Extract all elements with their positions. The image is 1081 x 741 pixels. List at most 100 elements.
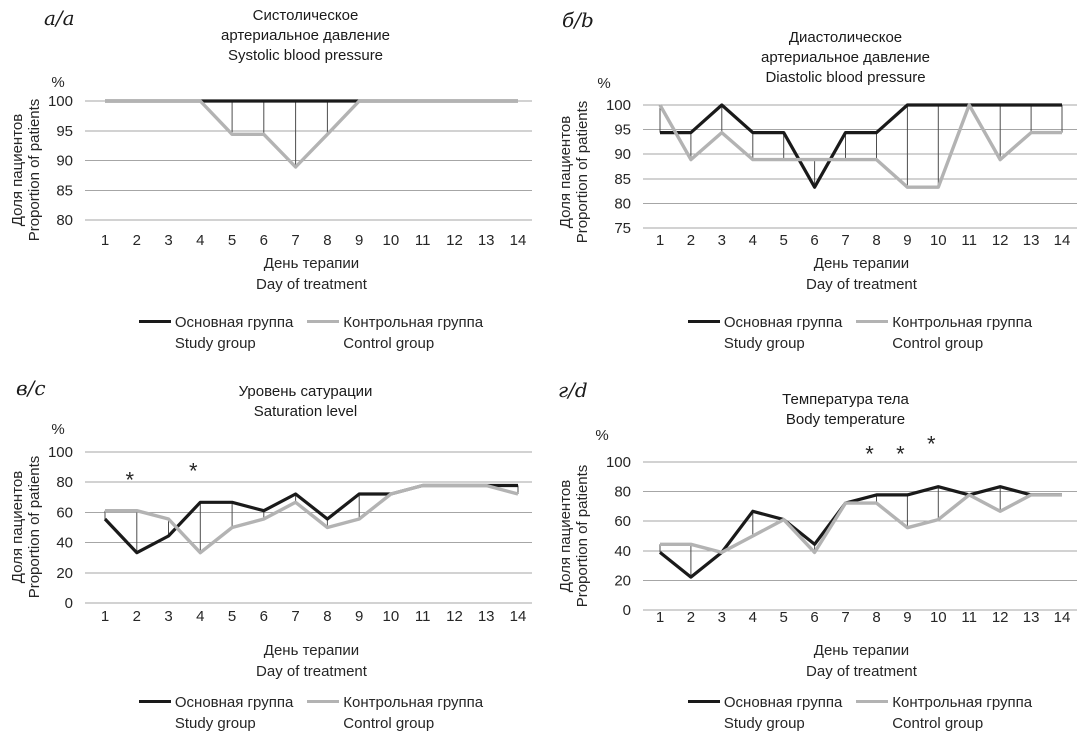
- legend-label-study: Основная группа Study group: [723, 314, 843, 352]
- x-tick-label: 14: [510, 608, 527, 625]
- x-tick-label: 14: [1054, 232, 1071, 249]
- x-tick-label: 10: [383, 232, 400, 249]
- x-tick-label: 13: [478, 232, 495, 249]
- control-group-line-swatch: [307, 320, 340, 324]
- significance-asterisk: *: [865, 442, 874, 467]
- chart-title-systolic: Систолическое артериальное давление Syst…: [221, 7, 390, 64]
- study-group-line: [659, 485, 1062, 579]
- y-tick-label: 80: [56, 474, 73, 491]
- panel-letter-d: г/d: [558, 378, 588, 402]
- y-tick-label: 60: [56, 504, 73, 521]
- legend-label-study: Основная группа Study group: [723, 694, 843, 732]
- chart-title-temperature: Температура тела Body temperature: [782, 391, 909, 428]
- y-tick-label: 80: [614, 195, 631, 212]
- x-tick-label: 1: [656, 609, 664, 626]
- x-tick-label: 14: [1054, 609, 1071, 626]
- x-tick-label: 9: [355, 608, 363, 625]
- x-tick-label: 3: [718, 232, 726, 249]
- x-tick-label: 13: [478, 608, 495, 625]
- legend-label-control: Контрольная группа Control group: [343, 694, 484, 732]
- y-tick-label: 20: [614, 572, 631, 589]
- y-tick-label: 0: [623, 602, 631, 619]
- x-tick-label: 8: [872, 232, 880, 249]
- y-axis-unit: %: [595, 427, 608, 444]
- x-tick-label: 9: [355, 232, 363, 249]
- x-tick-label: 8: [872, 609, 880, 626]
- y-tick-label: 0: [65, 595, 73, 612]
- x-tick-label: 3: [164, 232, 172, 249]
- x-tick-label: 2: [687, 609, 695, 626]
- y-tick-label: 90: [614, 146, 631, 163]
- legend-label-study: Основная группа Study group: [174, 314, 294, 352]
- control-group-line-swatch: [856, 320, 889, 324]
- y-tick-label: 100: [48, 444, 73, 461]
- study-group-line-swatch: [687, 700, 720, 704]
- chart-title-diastolic: Диастолическое артериальное давление Dia…: [761, 29, 930, 86]
- legend-label-control: Контрольная группа Control group: [892, 314, 1033, 352]
- x-tick-label: 10: [930, 232, 947, 249]
- x-tick-label: 6: [810, 609, 818, 626]
- panel-letter-a: а/a: [44, 6, 75, 30]
- significance-asterisk: *: [927, 431, 936, 456]
- legend-label-study: Основная группа Study group: [174, 694, 294, 732]
- control-group-line-swatch: [307, 700, 340, 704]
- y-axis-unit: %: [51, 74, 64, 91]
- panel-letter-b: б/b: [562, 8, 594, 32]
- legend-item-control: Контрольная группа Control group: [307, 692, 483, 734]
- x-tick-label: 11: [415, 608, 431, 625]
- x-tick-label: 3: [718, 609, 726, 626]
- chart-panel-a: а/a Систолическое артериальное давление …: [0, 0, 541, 371]
- chart-panel-b: б/b Диастолическое артериальное давление…: [540, 0, 1081, 371]
- x-tick-label: 2: [687, 232, 695, 249]
- y-tick-label: 95: [614, 122, 631, 139]
- x-tick-label: 8: [323, 232, 331, 249]
- control-group-line-swatch: [856, 700, 889, 704]
- legend-item-study: Основная группа Study group: [138, 692, 294, 734]
- significance-asterisk: *: [189, 459, 198, 484]
- x-tick-label: 14: [510, 232, 527, 249]
- y-tick-label: 90: [56, 153, 73, 170]
- x-tick-label: 7: [291, 232, 299, 249]
- x-tick-label: 4: [749, 609, 757, 626]
- significance-asterisk: *: [896, 442, 905, 467]
- x-tick-label: 9: [903, 609, 911, 626]
- x-tick-label: 7: [841, 609, 849, 626]
- y-tick-label: 40: [614, 543, 631, 560]
- x-tick-label: 2: [133, 608, 141, 625]
- y-tick-label: 100: [48, 93, 73, 110]
- y-tick-label: 40: [56, 535, 73, 552]
- x-tick-label: 12: [992, 232, 1009, 249]
- chart-title-saturation: Уровень сатурации Saturation level: [238, 383, 373, 420]
- x-axis-label: День терапии Day of treatment: [806, 255, 917, 293]
- control-group-line: [105, 99, 518, 169]
- x-tick-label: 4: [196, 232, 204, 249]
- y-tick-label: 80: [614, 484, 631, 501]
- x-tick-label: 7: [291, 608, 299, 625]
- x-tick-label: 7: [841, 232, 849, 249]
- legend-label-control: Контрольная группа Control group: [343, 314, 484, 352]
- x-tick-label: 13: [1023, 232, 1040, 249]
- x-tick-label: 13: [1023, 609, 1040, 626]
- x-tick-label: 10: [383, 608, 400, 625]
- y-tick-label: 80: [56, 212, 73, 229]
- control-group-line: [105, 483, 519, 555]
- x-tick-label: 10: [930, 609, 947, 626]
- x-tick-label: 12: [446, 232, 463, 249]
- study-group-line-swatch: [687, 320, 720, 324]
- chart-legend: Основная группа Study group Контрольная …: [85, 312, 537, 354]
- x-axis-label: День терапии Day of treatment: [806, 642, 917, 680]
- legend-item-study: Основная группа Study group: [687, 312, 843, 354]
- y-tick-label: 95: [56, 123, 73, 140]
- chart-panel-c: в/c Уровень сатурации Saturation level Д…: [0, 370, 541, 741]
- x-tick-label: 6: [810, 232, 818, 249]
- study-group-line-swatch: [138, 320, 171, 324]
- y-tick-label: 85: [56, 182, 73, 199]
- significance-asterisk: *: [126, 468, 135, 493]
- control-group-line: [658, 103, 1062, 189]
- study-group-line: [660, 103, 1062, 189]
- x-tick-label: 1: [101, 232, 109, 249]
